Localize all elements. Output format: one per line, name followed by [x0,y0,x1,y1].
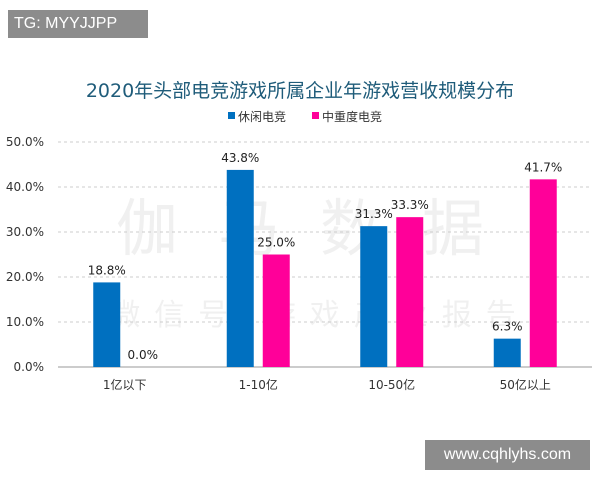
y-tick-label: 10.0% [6,315,44,329]
chart-title: 2020年头部电竞游戏所属企业年游戏营收规模分布 [86,80,514,102]
data-label: 6.3% [492,320,523,334]
y-tick-label: 50.0% [6,135,44,149]
y-tick-label: 30.0% [6,225,44,239]
x-tick-label: 1-10亿 [239,377,278,392]
bar [226,169,254,367]
legend-swatch [228,112,235,119]
data-label: 0.0% [128,348,159,362]
bar [93,282,121,367]
bar [262,254,290,367]
bar [360,226,388,367]
website-tag: www.cqhlyhs.com [425,440,590,470]
bar [529,179,557,367]
legend-label: 中重度电竞 [322,109,382,124]
data-label: 33.3% [391,198,429,212]
data-label: 25.0% [257,236,295,250]
legend-swatch [312,112,319,119]
y-tick-label: 20.0% [6,270,44,284]
bar [396,217,424,367]
y-tick-label: 40.0% [6,180,44,194]
bar [493,338,521,367]
x-tick-label: 1亿以下 [103,377,147,392]
legend-label: 休闲电竞 [238,110,286,124]
data-label: 43.8% [221,151,259,165]
data-label: 31.3% [355,207,393,221]
top-left-tag: TG: MYYJJPP [8,10,148,38]
watermark-subtext: 微信号 游戏产业报告 [110,298,530,333]
data-label: 18.8% [88,263,126,277]
watermark-text: 伽马数据 [116,192,524,265]
x-tick-label: 10-50亿 [368,377,415,392]
y-tick-label: 0.0% [14,360,45,374]
data-label: 41.7% [524,160,562,174]
x-tick-label: 50亿以上 [500,377,551,392]
